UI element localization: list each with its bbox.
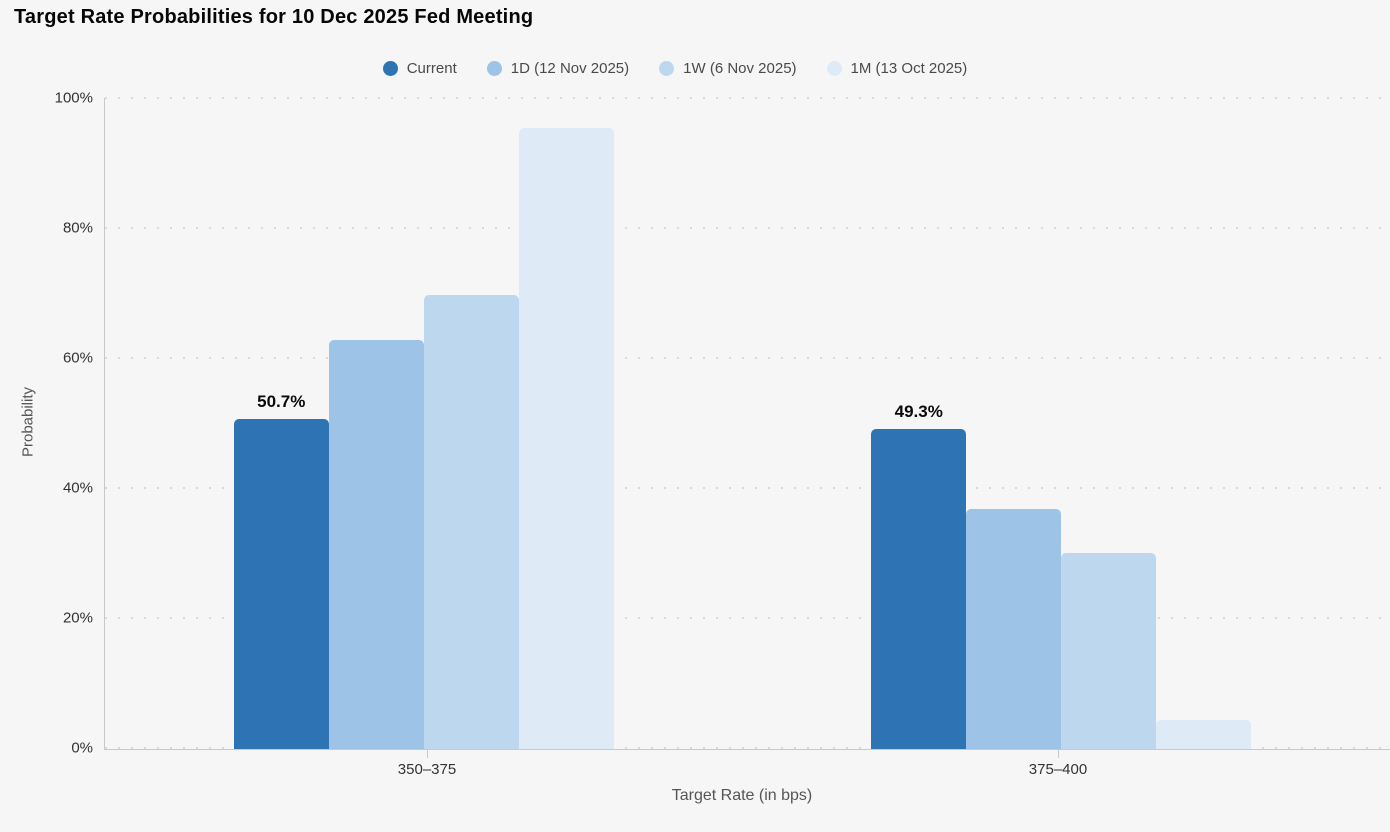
legend-label-1w: 1W (6 Nov 2025) bbox=[683, 60, 797, 77]
legend: Current 1D (12 Nov 2025) 1W (6 Nov 2025) 1M… bbox=[0, 60, 1390, 77]
bar-1m-cat0[interactable] bbox=[518, 128, 614, 749]
legend-marker-1d bbox=[486, 61, 502, 76]
bar-value-label-current-cat0: 50.7% bbox=[257, 392, 306, 412]
gridline-60 bbox=[105, 357, 1390, 359]
ytick-100: 100% bbox=[54, 89, 93, 107]
bar-1m-cat1[interactable] bbox=[1156, 719, 1252, 749]
ytick-60: 60% bbox=[62, 349, 93, 367]
gridline-80 bbox=[105, 227, 1390, 229]
legend-label-current: Current bbox=[406, 60, 457, 77]
y-axis-title: Probability bbox=[19, 386, 37, 458]
ytick-80: 80% bbox=[62, 219, 93, 237]
chart-title: Target Rate Probabilities for 10 Dec 202… bbox=[14, 6, 534, 28]
legend-marker-1m bbox=[826, 61, 842, 76]
bar-value-label-current-cat1: 49.3% bbox=[894, 401, 943, 421]
legend-label-1d: 1D (12 Nov 2025) bbox=[510, 60, 630, 77]
gridline-100 bbox=[105, 97, 1390, 99]
legend-marker-current bbox=[382, 61, 398, 76]
x-category-label-1: 375–400 bbox=[1028, 761, 1088, 778]
bar-current-cat0[interactable] bbox=[233, 419, 329, 749]
bar-1d-cat1[interactable] bbox=[966, 508, 1062, 749]
x-category-label-0: 350–375 bbox=[397, 761, 457, 778]
x-axis-line bbox=[104, 749, 1390, 750]
gridline-40 bbox=[105, 487, 1390, 489]
x-tick-cat1 bbox=[1058, 750, 1059, 758]
legend-item-1m[interactable]: 1M (13 Oct 2025) bbox=[826, 60, 968, 77]
gridline-20 bbox=[105, 617, 1390, 619]
bar-1w-cat0[interactable] bbox=[423, 295, 519, 749]
x-tick-cat0 bbox=[427, 750, 428, 758]
legend-item-current[interactable]: Current bbox=[382, 60, 457, 77]
legend-marker-1w bbox=[659, 61, 675, 76]
y-axis-line bbox=[104, 98, 105, 750]
gridline-0 bbox=[105, 747, 1390, 749]
legend-item-1d[interactable]: 1D (12 Nov 2025) bbox=[486, 60, 630, 77]
ytick-40: 40% bbox=[62, 479, 93, 497]
bar-current-cat1[interactable] bbox=[871, 428, 967, 749]
bar-1d-cat0[interactable] bbox=[328, 339, 424, 749]
bar-1w-cat1[interactable] bbox=[1061, 552, 1157, 749]
ytick-0: 0% bbox=[71, 739, 93, 757]
legend-item-1w[interactable]: 1W (6 Nov 2025) bbox=[659, 60, 797, 77]
legend-label-1m: 1M (13 Oct 2025) bbox=[850, 60, 968, 77]
ytick-20: 20% bbox=[62, 609, 93, 627]
x-axis-title: Target Rate (in bps) bbox=[671, 787, 813, 804]
